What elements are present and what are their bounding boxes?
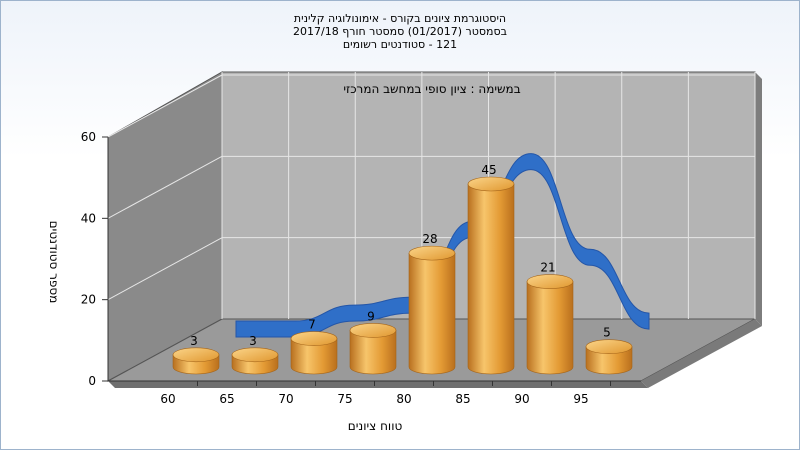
gridline-side — [107, 74, 223, 138]
bar-70 — [290, 331, 338, 375]
bar-top — [290, 331, 338, 346]
bar-body — [467, 183, 515, 375]
bar-90 — [526, 274, 574, 375]
bar-body — [408, 252, 456, 375]
floor-edge — [641, 319, 762, 388]
y-tick-label: 60 — [81, 130, 96, 144]
bar-value-label: 45 — [481, 163, 496, 177]
x-tick-label: 95 — [573, 392, 588, 406]
bar-65 — [231, 347, 279, 375]
chart-subtitle: במשימה : ציון סופי במחשב המרכזי — [343, 82, 520, 96]
bar-60 — [172, 347, 220, 375]
x-tick-label: 85 — [455, 392, 470, 406]
bar-75 — [349, 323, 397, 375]
bar-top — [585, 339, 633, 354]
bar-80 — [408, 245, 456, 375]
bar-body — [526, 281, 574, 375]
bar-value-label: 5 — [603, 326, 611, 340]
bar-top — [231, 347, 279, 363]
y-axis-label: מספר סטודנטים — [47, 221, 61, 304]
chart-title-line-3: 121 - סטודנטים רשומים — [342, 38, 458, 51]
bar-85 — [467, 176, 515, 375]
y-tick-label: 0 — [88, 374, 96, 388]
x-tick-label: 80 — [396, 392, 411, 406]
bar-value-label: 3 — [190, 334, 198, 348]
x-tick-label: 70 — [278, 392, 293, 406]
right-edge — [755, 72, 762, 326]
bar-body — [290, 338, 338, 375]
x-tick-label: 90 — [514, 392, 529, 406]
y-tick-label: 40 — [81, 211, 96, 225]
gridline-side — [107, 155, 223, 219]
chart-title-line-2: בסמסטר (01/2017) סמסטר חורף 2017/18 — [293, 25, 507, 38]
y-tick-label: 20 — [81, 293, 96, 307]
bar-value-label: 7 — [308, 318, 316, 332]
bar-value-label: 3 — [249, 334, 257, 348]
bar-top — [408, 245, 456, 261]
bar-body — [349, 330, 397, 375]
bar-body — [585, 346, 633, 375]
bar-top — [526, 274, 574, 289]
bar-value-label: 9 — [367, 309, 375, 323]
x-axis-label: טווח ציונים — [348, 419, 403, 433]
chart-title-line-1: היסטוגרמת ציונים בקורס - אימונולוגיה קלי… — [293, 12, 507, 25]
gridline-side — [107, 237, 223, 301]
bar-top — [349, 323, 397, 338]
x-tick-label: 60 — [160, 392, 175, 406]
bar-top — [172, 347, 220, 363]
bar-top — [467, 176, 515, 192]
x-tick-label: 65 — [219, 392, 234, 406]
floor-front-edge — [108, 381, 648, 388]
trend-curve — [235, 153, 650, 338]
x-tick-label: 75 — [337, 392, 352, 406]
bar-value-label: 21 — [540, 261, 555, 275]
bar-value-label: 28 — [422, 232, 437, 246]
bar-95 — [585, 339, 633, 375]
